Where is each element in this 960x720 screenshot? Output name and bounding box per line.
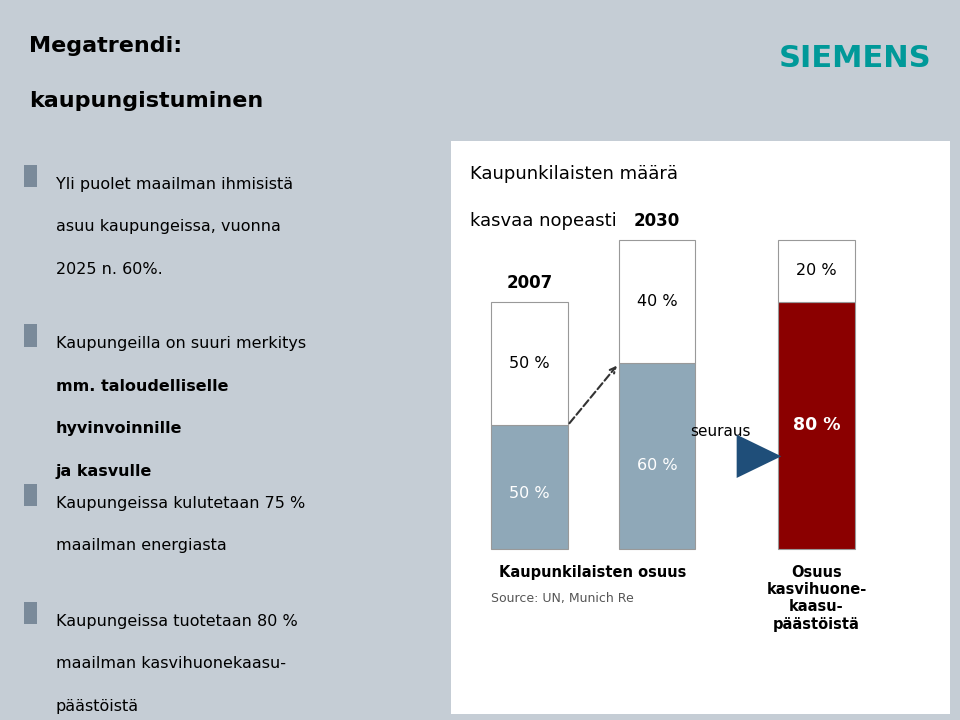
Text: Yli puolet maailman ihmisistä: Yli puolet maailman ihmisistä (56, 177, 293, 192)
Bar (618, 364, 695, 549)
Text: 2007: 2007 (506, 274, 553, 292)
Text: asuu kaupungeissa, vuonna: asuu kaupungeissa, vuonna (56, 220, 280, 234)
Text: maailman kasvihuonekaasu-: maailman kasvihuonekaasu- (56, 656, 286, 671)
Text: kasvaa nopeasti: kasvaa nopeasti (470, 212, 617, 230)
Text: kaupungistuminen: kaupungistuminen (29, 91, 263, 111)
Bar (24, 325, 37, 347)
Text: mm. taloudelliselle: mm. taloudelliselle (56, 379, 228, 394)
Bar (779, 240, 854, 302)
Text: 20 %: 20 % (796, 264, 837, 278)
Text: 80 %: 80 % (793, 416, 840, 434)
Text: ja kasvulle: ja kasvulle (56, 464, 152, 479)
Text: 60 %: 60 % (636, 458, 677, 473)
Text: Kaupungeissa tuotetaan 80 %: Kaupungeissa tuotetaan 80 % (56, 613, 298, 629)
Text: seuraus: seuraus (690, 424, 751, 439)
Text: päästöistä: päästöistä (56, 698, 139, 714)
Text: Kaupungeissa kulutetaan 75 %: Kaupungeissa kulutetaan 75 % (56, 495, 305, 510)
Text: Megatrendi:: Megatrendi: (29, 36, 182, 56)
Text: SIEMENS: SIEMENS (779, 44, 931, 73)
Bar (779, 302, 854, 549)
Text: 2030: 2030 (634, 212, 680, 230)
Bar (492, 426, 567, 549)
Text: Kaupungeilla on suuri merkitys: Kaupungeilla on suuri merkitys (56, 336, 306, 351)
Text: 50 %: 50 % (509, 486, 550, 501)
Text: hyvinvoinnille: hyvinvoinnille (56, 421, 182, 436)
Polygon shape (736, 435, 781, 478)
Bar (451, 141, 950, 714)
Bar (492, 302, 567, 426)
Text: maailman energiasta: maailman energiasta (56, 538, 227, 553)
Text: Source: UN, Munich Re: Source: UN, Munich Re (492, 593, 634, 606)
Bar (24, 602, 37, 624)
Bar (24, 484, 37, 506)
Text: 50 %: 50 % (509, 356, 550, 371)
Text: 40 %: 40 % (636, 294, 677, 309)
Text: Kaupunkilaisten määrä: Kaupunkilaisten määrä (470, 165, 679, 183)
Bar (618, 240, 695, 364)
Text: Kaupunkilaisten osuus: Kaupunkilaisten osuus (499, 564, 686, 580)
Text: Osuus
kasvihuone-
kaasu-
päästöistä: Osuus kasvihuone- kaasu- päästöistä (766, 564, 867, 631)
Text: 2025 n. 60%.: 2025 n. 60%. (56, 262, 162, 277)
Bar (24, 165, 37, 187)
